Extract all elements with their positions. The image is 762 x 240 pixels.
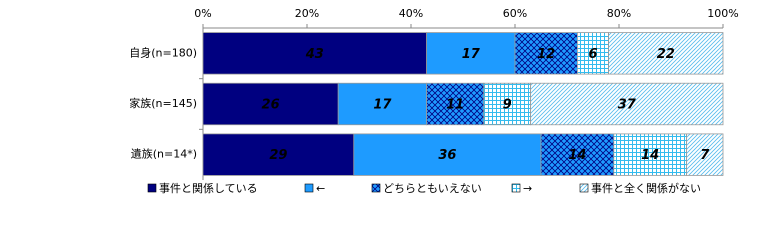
bar-segment (426, 82, 485, 126)
legend-swatch (579, 183, 589, 193)
value-label: 43 (305, 47, 324, 62)
x-tick-label: 100% (707, 7, 738, 20)
legend-swatch (371, 183, 381, 193)
page: 0% 20% 40% 60% 80% 100% 自身(n=180) 43 17 12 6 22 家族(n… (129, 7, 739, 195)
value-label: 7 (700, 148, 710, 163)
bar-segment (202, 133, 355, 176)
value-label: 14 (568, 148, 586, 163)
legend-swatch (511, 183, 521, 193)
value-label: 9 (503, 98, 512, 113)
value-label: 17 (462, 47, 481, 62)
value-label: 17 (373, 98, 392, 113)
bar-segment (530, 82, 724, 126)
value-label: 37 (618, 98, 637, 113)
value-label: 11 (446, 98, 464, 113)
x-tick-label: 20% (295, 7, 319, 20)
bar-segment (353, 133, 542, 176)
bar-segment (613, 133, 687, 176)
category-label: 家族(n=145) (129, 96, 197, 110)
x-tick-label: 40% (399, 7, 423, 20)
bar-segment (202, 32, 428, 75)
bar-segment (337, 82, 428, 126)
bar-segment (202, 82, 339, 126)
legend-label: どちらともいえない (383, 182, 482, 195)
legend-swatch (304, 183, 314, 193)
category-label: 自身(n=180) (129, 45, 197, 59)
value-label: 36 (438, 148, 456, 163)
x-tick-label: 80% (607, 7, 631, 20)
legend-swatch (147, 183, 157, 193)
legend-label: → (523, 182, 532, 195)
value-label: 29 (269, 148, 287, 163)
legend-label: 事件と関係している (159, 182, 258, 195)
category-label: 遺族(n=14*) (131, 147, 197, 161)
bar-segment (608, 32, 724, 75)
bar-segment (483, 82, 531, 126)
bar-segment (540, 133, 615, 176)
legend-label: ← (316, 182, 325, 195)
chart: 0% 20% 40% 60% 80% 100% 自身(n=180) 43 17 12 6 22 家族(n… (129, 7, 739, 195)
x-tick-label: 0% (194, 7, 211, 20)
value-label: 6 (588, 47, 597, 62)
value-label: 26 (262, 98, 280, 113)
bar-segment (686, 133, 724, 176)
legend-label: 事件と全く関係がない (591, 181, 701, 195)
value-label: 12 (537, 47, 555, 62)
x-tick-label: 60% (503, 7, 527, 20)
bar-segment (426, 32, 516, 75)
value-label: 22 (657, 47, 675, 62)
value-label: 14 (641, 148, 659, 163)
